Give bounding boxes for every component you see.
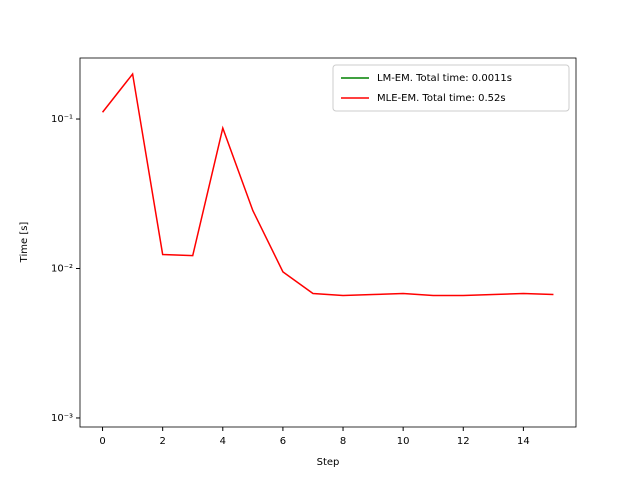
legend-box (332, 64, 570, 112)
x-axis-label: Step (317, 457, 340, 468)
x-tick-label: 14 (517, 436, 530, 447)
line-series (101, 72, 554, 297)
legend-label: MLE-EM. Total time: 0.52s (377, 93, 506, 104)
x-tick-label: 6 (280, 436, 286, 447)
x-tick-label: 2 (159, 436, 165, 447)
x-tick-label: 0 (99, 436, 105, 447)
y-tick-label: 10⁻¹ (51, 114, 73, 125)
x-tick-label: 4 (220, 436, 226, 447)
plot-frame (79, 57, 577, 428)
legend-label: LM-EM. Total time: 0.0011s (377, 73, 512, 84)
x-tick-label: 10 (397, 436, 410, 447)
y-tick-label: 10⁻² (51, 263, 73, 274)
y-axis-label: Time [s] (19, 222, 30, 264)
x-tick-label: 8 (340, 436, 346, 447)
y-tick-label: 10⁻³ (51, 413, 73, 424)
x-tick-label: 12 (457, 436, 470, 447)
